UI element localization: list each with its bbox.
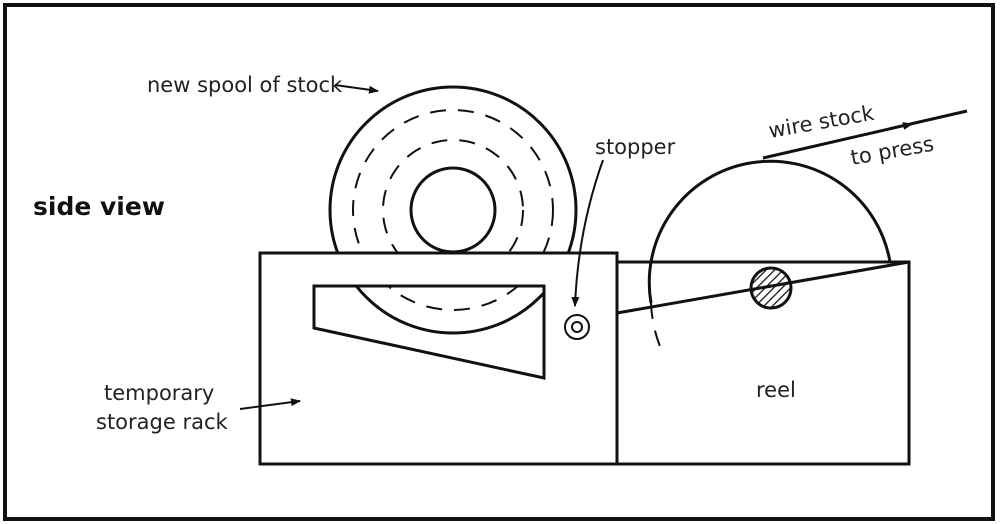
spool-ring-dashed-outer (352, 109, 554, 311)
rack-window (312, 284, 546, 380)
spool-ring-dashed-inner (382, 139, 524, 281)
label-storage-rack: storage rack (96, 410, 228, 434)
stopper (564, 314, 590, 340)
label-side-view: side view (33, 192, 165, 221)
label-to-press: to press (849, 132, 936, 170)
stopper-leader (571, 159, 604, 307)
storage-rack-box (258, 251, 619, 466)
diagram-frame (3, 3, 995, 521)
new-spool-arrow (334, 84, 379, 94)
stopper-outer (564, 314, 590, 340)
label-stopper: stopper (595, 135, 676, 159)
reel-drum-arc (647, 159, 892, 304)
reel-axle (749, 266, 793, 310)
wire-stock-arrow (859, 122, 913, 137)
storage-rack-arrow (239, 398, 301, 410)
label-temporary: temporary (104, 381, 214, 405)
label-new-spool: new spool of stock (147, 73, 343, 97)
label-reel: reel (756, 378, 796, 402)
stopper-inner (571, 321, 583, 333)
rack-window-outline (312, 284, 546, 380)
spool-hub (409, 166, 497, 254)
